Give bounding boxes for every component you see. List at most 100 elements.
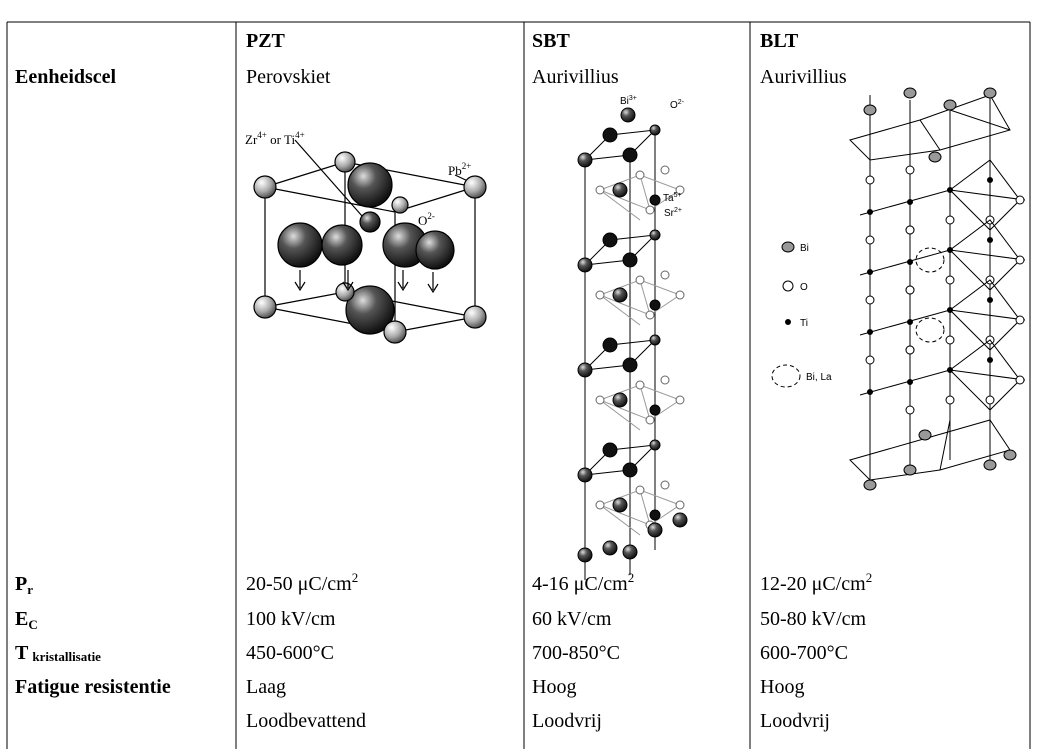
cell-sup: 2 — [628, 570, 635, 585]
sbt-structure — [578, 108, 687, 580]
row-label: Pr — [15, 573, 33, 597]
atom — [650, 195, 660, 205]
o-atom — [986, 396, 994, 404]
o-atom — [676, 396, 684, 404]
o-atom — [1016, 256, 1024, 264]
layer — [860, 160, 1025, 230]
atom — [578, 258, 592, 272]
atom — [578, 468, 592, 482]
label-main: E — [15, 608, 28, 630]
cell: 60 kV/cm — [532, 608, 612, 630]
legend-symbol — [786, 320, 791, 325]
o-atom — [636, 486, 644, 494]
figure-label: Sr2+ — [664, 207, 682, 219]
layer — [860, 280, 1025, 350]
cell: 20-50 μC/cm2 — [246, 570, 358, 595]
o-atom — [866, 236, 874, 244]
label-text: Ta — [663, 193, 674, 204]
label-sup: 3+ — [629, 95, 637, 102]
o-atom — [348, 163, 392, 207]
figure-label: Ta5+ — [663, 192, 682, 204]
o-atom — [596, 501, 604, 509]
cell: 450-600°C — [246, 642, 334, 664]
legend-symbol — [783, 281, 793, 291]
figure-label: O2- — [670, 99, 685, 111]
ti-atom — [908, 380, 913, 385]
octahedra — [600, 490, 680, 535]
o-atom — [906, 346, 914, 354]
bi-atom — [864, 105, 876, 115]
figure-label: O2- — [418, 211, 435, 228]
atom — [613, 393, 627, 407]
o-atom — [946, 396, 954, 404]
cell: Loodvrij — [760, 710, 830, 732]
atom — [650, 440, 660, 450]
atom — [621, 108, 635, 122]
label-sup: 2- — [678, 99, 685, 106]
bi-atom — [984, 88, 996, 98]
bi-atom — [864, 480, 876, 490]
o-atom — [636, 171, 644, 179]
o-atom — [866, 296, 874, 304]
pb-atom — [464, 176, 486, 198]
ti-atom — [948, 308, 953, 313]
ti-atom — [948, 188, 953, 193]
pb-atom — [335, 152, 355, 172]
o-atom — [596, 396, 604, 404]
atom — [673, 513, 687, 527]
o-atom — [636, 276, 644, 284]
atom — [648, 523, 662, 537]
o-atom — [596, 291, 604, 299]
pb-atom — [384, 321, 406, 343]
atom — [623, 148, 637, 162]
blt-legend — [772, 242, 800, 387]
ti-atom — [948, 368, 953, 373]
column-header: BLT — [760, 30, 799, 52]
cell: 100 kV/cm — [246, 608, 336, 630]
label-text: Bi — [620, 96, 629, 107]
pb-atom — [254, 296, 276, 318]
o-atom — [661, 271, 669, 279]
blt-structure — [850, 88, 1025, 490]
o-atom — [646, 416, 654, 424]
atom — [613, 183, 627, 197]
cell: 12-20 μC/cm2 — [760, 570, 872, 595]
legend-label: Bi, La — [806, 372, 832, 383]
bi-atom — [944, 100, 956, 110]
bi-atom — [904, 88, 916, 98]
label-sup: 2+ — [462, 161, 472, 171]
octahedra — [850, 95, 1010, 480]
label-sub: C — [28, 617, 37, 632]
o-atom — [906, 406, 914, 414]
atom — [650, 230, 660, 240]
o-atom — [906, 286, 914, 294]
label-main: P — [15, 573, 27, 595]
label-sup: 5+ — [674, 192, 682, 199]
atom — [578, 153, 592, 167]
layer — [860, 340, 1025, 410]
ti-atom — [868, 390, 873, 395]
row-label: Fatigue resistentie — [15, 676, 171, 698]
ti-atom — [908, 200, 913, 205]
o-atom — [866, 176, 874, 184]
legend-symbol — [772, 365, 800, 387]
atom — [603, 128, 617, 142]
ti-atom — [988, 178, 993, 183]
atom — [603, 233, 617, 247]
atom — [613, 288, 627, 302]
ti-atom — [948, 248, 953, 253]
o-atom — [1016, 316, 1024, 324]
atom — [650, 125, 660, 135]
cell-main: 12-20 μC/cm — [760, 573, 866, 595]
atom — [603, 443, 617, 457]
legend-label: O — [800, 282, 808, 293]
ti-atom — [868, 270, 873, 275]
o-atom — [1016, 196, 1024, 204]
legend-label: Bi — [800, 243, 809, 254]
o-atom — [946, 216, 954, 224]
label-text: Pb — [448, 163, 462, 178]
atom — [623, 463, 637, 477]
figure-label: Bi3+ — [620, 95, 637, 107]
ti-atom — [868, 210, 873, 215]
atom — [578, 548, 592, 562]
